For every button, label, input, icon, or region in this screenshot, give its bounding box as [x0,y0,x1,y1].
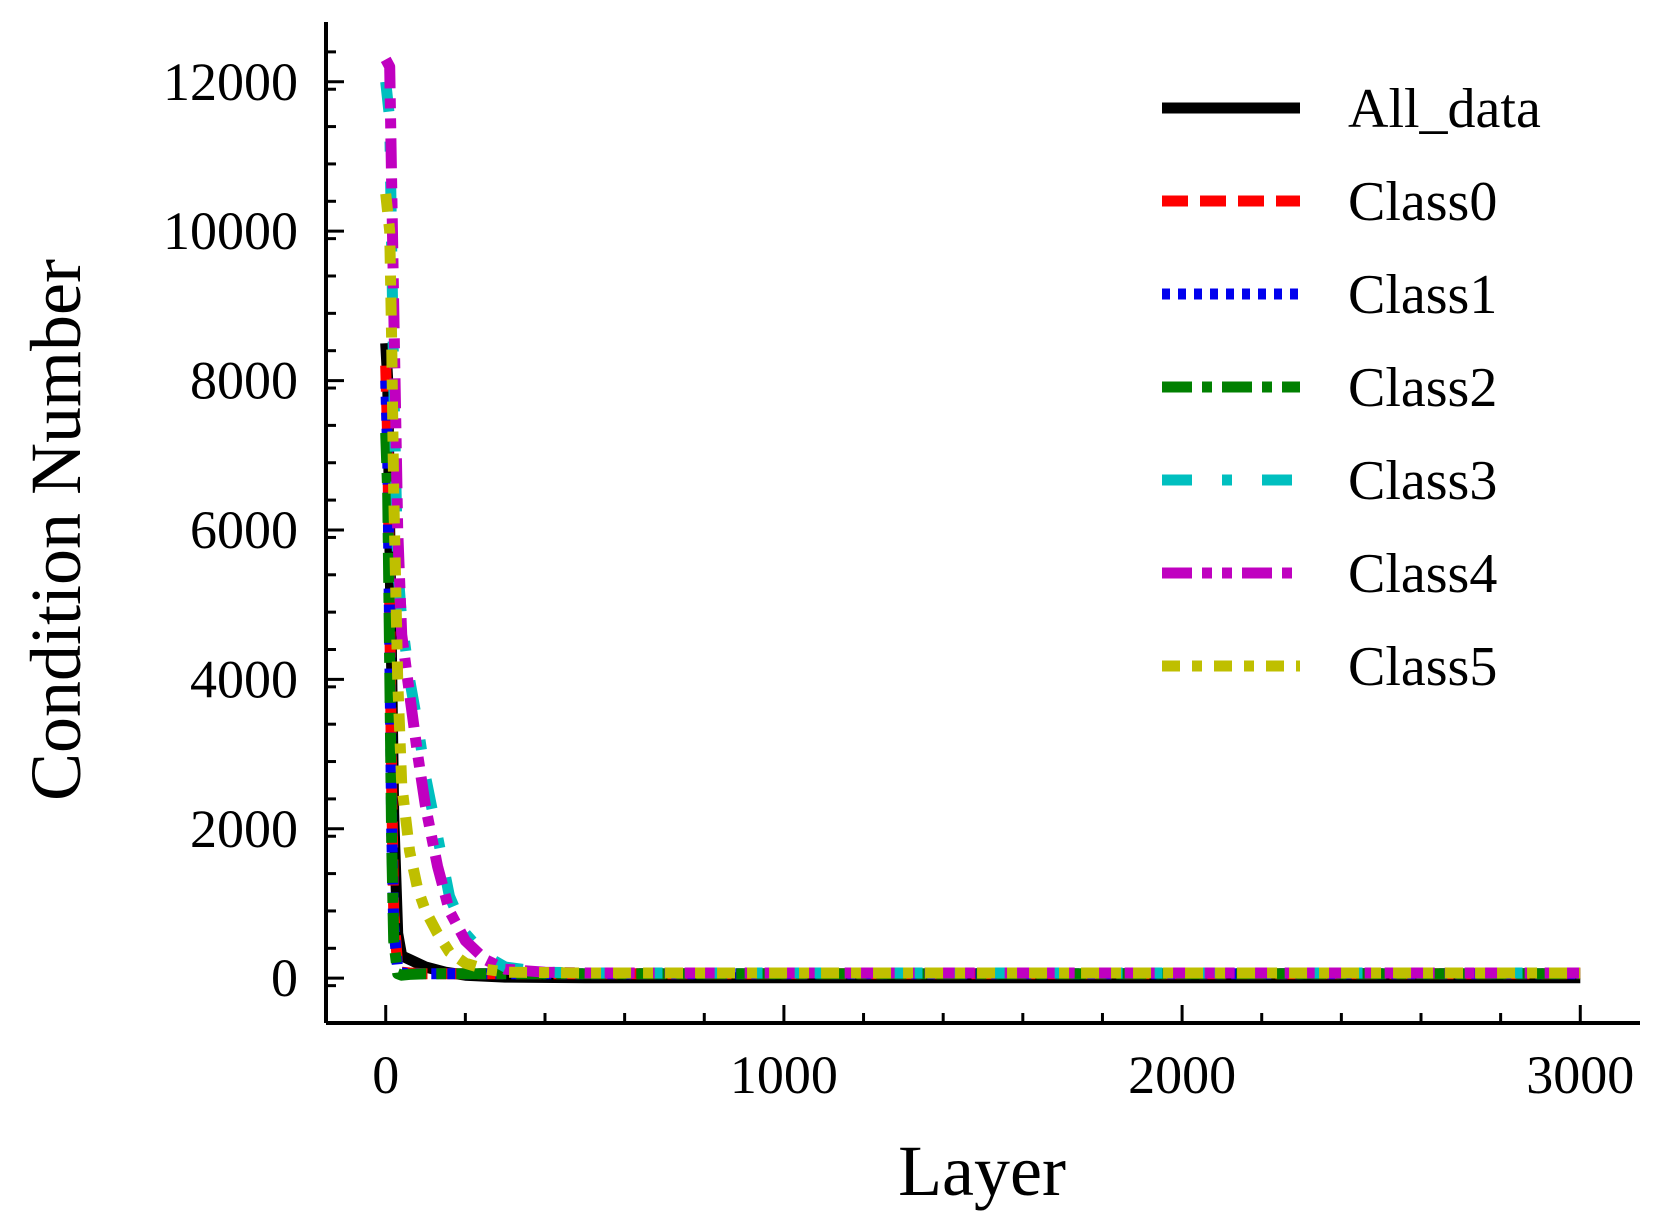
x-axis-title: Layer [898,1131,1066,1211]
y-tick-label: 2000 [190,799,298,859]
y-axis-title: Condition Number [16,259,96,801]
x-tick-label: 0 [372,1045,399,1105]
legend-label: Class1 [1348,264,1497,326]
y-tick-label: 4000 [190,649,298,709]
legend-label: All_data [1348,78,1541,140]
y-tick-label: 10000 [163,201,298,261]
legend-label: Class4 [1348,543,1497,605]
legend-label: Class5 [1348,636,1497,698]
series-line-class1 [380,380,1581,980]
x-tick-label: 2000 [1128,1045,1236,1105]
y-tick-label: 12000 [163,52,298,112]
series-line-class5 [380,193,1581,979]
plot-area [380,56,1581,984]
axes: 0 2000 4000 6000 8000 10000 12000 0 1000 2000 3000 [163,22,1640,1105]
legend-label: Class0 [1348,171,1497,233]
x-tick-label: 3000 [1526,1045,1634,1105]
legend-label: Class3 [1348,450,1497,512]
y-tick-label: 6000 [190,500,298,560]
legend-label: Class2 [1348,357,1497,419]
x-tick-label: 1000 [730,1045,838,1105]
y-tick-label: 0 [271,948,298,1008]
y-tick-label: 8000 [190,351,298,411]
legend: All_data Class0 Class1 Class2 Class3 Class4 Cl… [1162,78,1541,698]
